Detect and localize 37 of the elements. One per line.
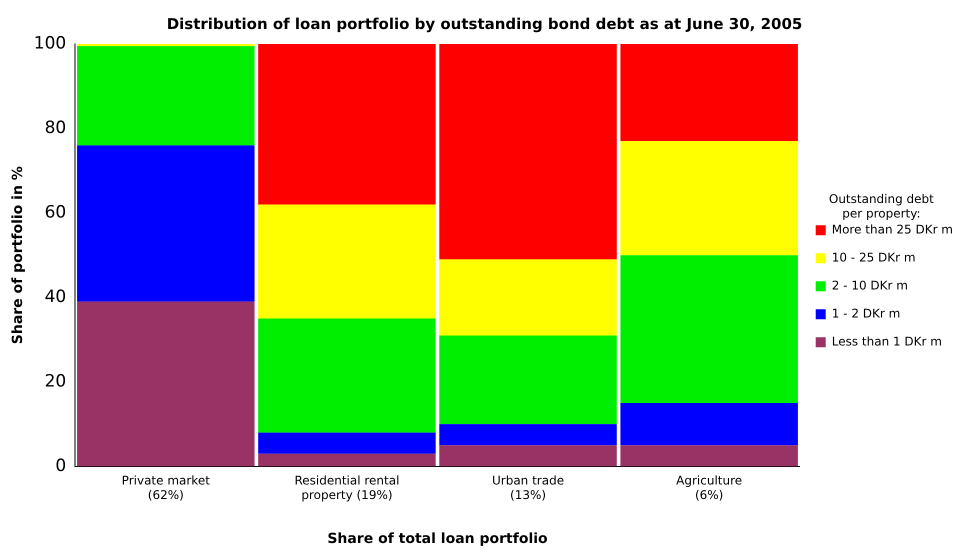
x-tick-label: Urban trade (13%) [492, 474, 564, 502]
y-tick-label: 100 [34, 33, 66, 54]
bar [258, 204, 436, 319]
bar [258, 44, 436, 205]
y-tick-label: 20 [44, 371, 66, 392]
bar [439, 424, 617, 446]
bar [258, 432, 436, 454]
bar [77, 46, 255, 146]
bar [258, 318, 436, 433]
x-axis-title: Share of total loan portfolio [327, 531, 548, 548]
bar [620, 445, 798, 466]
bar [620, 141, 798, 256]
x-tick-label: Private market (62%) [122, 474, 210, 502]
legend-label: Less than 1 DKr m [832, 334, 942, 348]
y-tick-label: 40 [44, 286, 66, 307]
legend-label: 1 - 2 DKr m [832, 306, 900, 320]
legend-label: 10 - 25 DKr m [832, 250, 916, 264]
bar [620, 255, 798, 404]
bar [439, 335, 617, 424]
y-tick-label: 60 [44, 202, 66, 222]
legend-title: Outstanding debt per property: [828, 192, 934, 220]
legend-label: More than 25 DKr m [832, 222, 954, 236]
y-axis-title: Share of portfolio in % [10, 166, 26, 344]
bar [620, 403, 798, 446]
legend-label: 2 - 10 DKr m [832, 278, 908, 292]
bar [77, 302, 255, 466]
bar [258, 454, 436, 466]
bar [620, 44, 798, 142]
x-tick-label: Agriculture (6%) [676, 474, 742, 502]
x-tick-label: Residential rental property (19%) [294, 474, 400, 502]
y-tick-label: 0 [55, 456, 66, 476]
bar [439, 445, 617, 466]
bar [439, 44, 617, 260]
chart-title: Distribution of loan portfolio by outstanding bond debt as at June 30, 2005 [166, 14, 802, 33]
y-tick-label: 80 [44, 118, 66, 138]
bar [77, 145, 255, 302]
bar [439, 259, 617, 336]
